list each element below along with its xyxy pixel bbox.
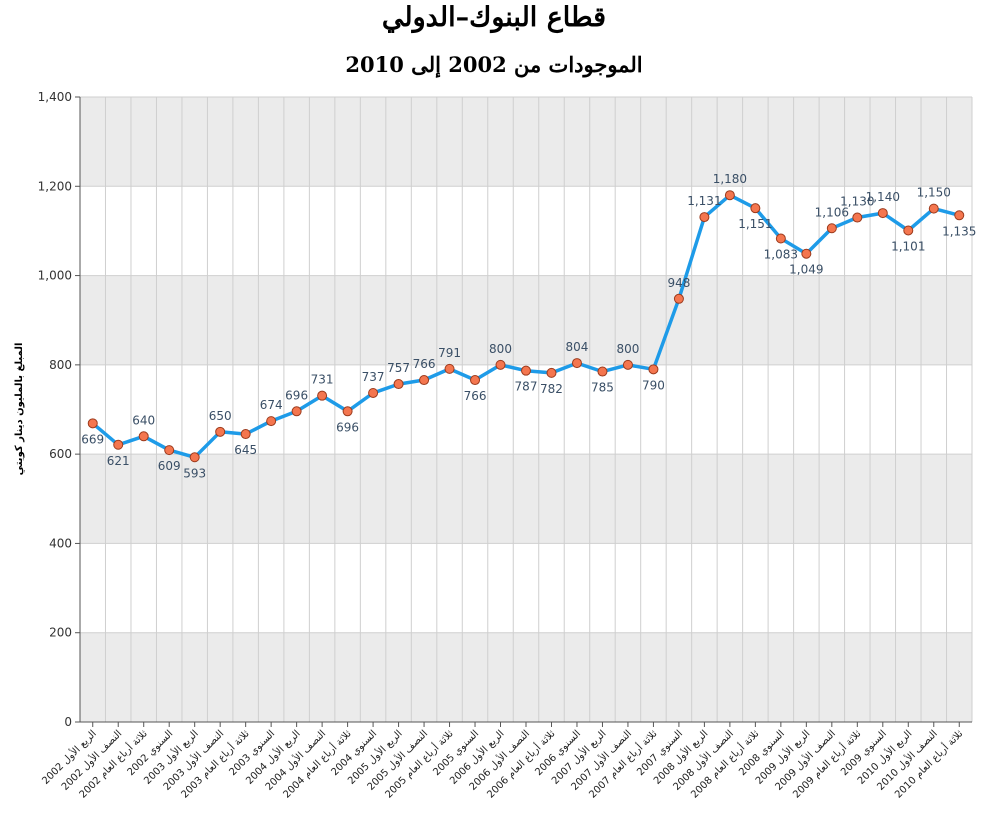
plot-band (80, 97, 972, 187)
data-label: 785 (591, 381, 614, 395)
data-label: 731 (311, 373, 334, 387)
data-label: 757 (387, 361, 410, 375)
data-point (419, 375, 430, 386)
data-point (240, 429, 251, 440)
data-point (826, 223, 837, 234)
data-label: 1,106 (815, 205, 849, 219)
chart-subtitle: الموجودات من 2002 إلى 2010 (345, 52, 643, 77)
data-point (521, 365, 531, 376)
data-point (750, 203, 761, 214)
data-point (801, 248, 812, 259)
data-point (877, 208, 888, 219)
chart-title: قطاع البنوك–الدولي (381, 2, 607, 33)
data-point (87, 418, 98, 429)
data-label: 674 (260, 398, 283, 412)
data-label: 1,083 (764, 248, 798, 262)
data-label: 1,049 (789, 263, 823, 277)
data-point (368, 387, 379, 398)
y-tick-label: 1,400 (38, 90, 72, 104)
data-label: 696 (285, 388, 308, 402)
data-point (673, 293, 684, 304)
data-point (699, 212, 710, 223)
data-label: 609 (158, 459, 181, 473)
data-label: 1,130 (840, 195, 874, 209)
data-point (954, 210, 965, 221)
data-point (648, 364, 659, 375)
data-label: 766 (464, 389, 487, 403)
data-label: 650 (209, 409, 232, 423)
data-point (546, 367, 557, 378)
data-label: 791 (438, 346, 461, 360)
data-point (470, 375, 481, 386)
y-tick-label: 400 (49, 536, 72, 550)
plot-band (80, 632, 972, 722)
data-label: 669 (81, 432, 104, 446)
data-label: 804 (566, 340, 589, 354)
y-tick-labels: 0 200 400 600 800 1,000 1,200 1,400 (38, 90, 72, 729)
plot-band (80, 543, 972, 633)
data-point (571, 358, 582, 369)
y-tick-label: 600 (49, 447, 72, 461)
data-point (903, 225, 914, 236)
data-point (597, 366, 608, 377)
data-label: 787 (515, 380, 538, 394)
data-point (622, 359, 633, 370)
data-point (724, 190, 735, 201)
data-point (852, 212, 863, 223)
plot-band (80, 275, 972, 365)
y-tick-label: 0 (64, 715, 72, 729)
data-points (87, 190, 965, 463)
data-label: 1,180 (713, 172, 747, 186)
data-point (444, 363, 455, 374)
data-point (138, 431, 149, 442)
data-label: 800 (616, 342, 639, 356)
data-point (291, 406, 302, 417)
data-label: 1,135 (942, 224, 976, 238)
data-point (164, 445, 175, 456)
y-tick-label: 800 (49, 358, 72, 372)
y-axis-label: المبلغ بالمليون دينار كويتي (14, 343, 25, 476)
plot-band (80, 454, 972, 544)
data-point (393, 379, 404, 390)
data-point (342, 406, 353, 417)
data-point (113, 439, 124, 450)
data-label: 1,101 (891, 239, 925, 253)
data-label: 782 (540, 382, 563, 396)
data-label: 790 (642, 378, 665, 392)
y-tick-label: 1,000 (38, 269, 72, 283)
y-tick-label: 200 (49, 626, 72, 640)
plot-bands (80, 97, 972, 722)
data-label: 948 (667, 276, 690, 290)
axes (75, 96, 972, 727)
data-label: 1,140 (866, 190, 900, 204)
plot-band (80, 186, 972, 276)
data-point (189, 452, 200, 463)
data-label: 737 (362, 370, 385, 384)
data-label: 696 (336, 420, 359, 434)
data-label: 766 (413, 357, 436, 371)
data-point (317, 390, 328, 401)
data-label: 1,150 (917, 186, 951, 200)
data-label: 593 (183, 466, 206, 480)
y-tick-label: 1,200 (38, 179, 72, 193)
data-label: 621 (107, 454, 130, 468)
plot-band (80, 364, 972, 455)
data-point (215, 426, 226, 437)
data-point (928, 203, 939, 214)
data-label: 1,131 (687, 194, 721, 208)
data-point (775, 233, 786, 244)
data-point (266, 416, 277, 427)
data-label: 640 (132, 413, 155, 427)
data-point (495, 359, 506, 370)
data-label: 1,151 (738, 217, 772, 231)
data-label: 800 (489, 342, 512, 356)
data-label: 645 (234, 443, 257, 457)
